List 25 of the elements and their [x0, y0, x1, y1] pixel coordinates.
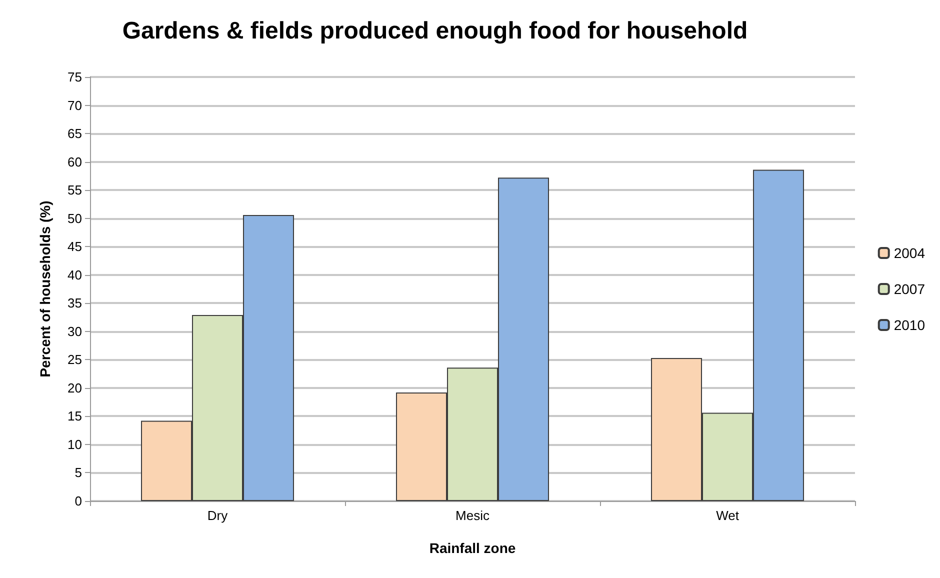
x-tick-label: Mesic [456, 508, 490, 523]
legend-label: 2004 [894, 245, 926, 261]
y-tick-label: 5 [74, 465, 82, 480]
y-tick-label: 60 [68, 154, 82, 170]
y-tick-label: 10 [68, 436, 82, 452]
y-tick-label: 75 [68, 70, 82, 84]
legend-label: 2007 [894, 281, 926, 297]
y-axis-title: Percent of households (%) [37, 200, 53, 378]
y-tick-label: 20 [68, 380, 82, 396]
y-tick-label: 15 [68, 408, 82, 424]
x-axis-title: Rainfall zone [429, 540, 516, 556]
y-tick-label: 40 [68, 267, 82, 282]
y-tick-label: 35 [68, 296, 82, 311]
chart-title: Gardens & fields produced enough food for household [122, 18, 748, 44]
y-tick-label: 30 [68, 324, 82, 339]
legend-label: 2010 [894, 317, 926, 333]
y-tick-label: 0 [74, 494, 82, 508]
y-tick-label: 50 [68, 210, 82, 226]
y-tick-label: 70 [68, 98, 82, 113]
y-tick-label: 65 [68, 126, 82, 142]
y-tick-label: 25 [68, 352, 82, 368]
y-tick-label: 55 [68, 182, 82, 198]
y-tick-label: 45 [68, 239, 82, 254]
x-tick-label: Wet [716, 508, 740, 523]
x-tick-label: Dry [207, 508, 228, 523]
